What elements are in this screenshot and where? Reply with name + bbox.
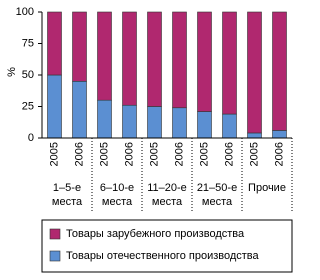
y-tick-label: 75 — [22, 37, 34, 49]
x-tick-label: 2006 — [123, 142, 135, 166]
bar-segment — [97, 11, 112, 101]
x-tick-label: 2005 — [148, 142, 160, 166]
bar-segment — [147, 106, 162, 139]
bar-segment — [72, 81, 87, 139]
bar-segment — [272, 11, 287, 131]
legend — [41, 219, 293, 273]
x-tick-label: 2006 — [223, 142, 235, 166]
legend-label: Товары отечественного производства — [66, 250, 260, 262]
x-tick-label: 2005 — [48, 142, 60, 166]
x-tick-label: 2006 — [73, 142, 85, 166]
legend-swatch — [49, 228, 61, 240]
bar-segment — [47, 11, 62, 76]
group-label: места — [152, 196, 183, 208]
bar-segment — [97, 99, 112, 139]
x-tick-label: 2006 — [273, 142, 285, 166]
y-tick-label: 100 — [16, 6, 34, 18]
group-label: 1–5-е — [53, 182, 81, 194]
y-tick-label: 50 — [22, 69, 34, 81]
x-tick-label: 2006 — [173, 142, 185, 166]
group-label: 6–10-е — [100, 182, 134, 194]
x-tick-label: 2005 — [198, 142, 210, 166]
y-tick-label: 0 — [28, 132, 34, 144]
bar-segment — [272, 130, 287, 139]
bar-segment — [222, 11, 237, 115]
bar-segment — [172, 107, 187, 139]
bar-segment — [197, 111, 212, 139]
legend-label: Товары зарубежного производства — [66, 228, 245, 240]
group-label: места — [102, 196, 133, 208]
bar-segment — [47, 74, 62, 139]
bar-segment — [197, 11, 212, 112]
bar-segment — [172, 11, 187, 109]
chart: % 0 25 50 75 100 2005 2006 2005 2006 2005 2006 2005… — [6, 6, 293, 273]
group-label: 11–20-е — [147, 182, 187, 194]
x-tick-label: 2005 — [98, 142, 110, 166]
group-label: Прочие — [248, 182, 286, 194]
bar-segment — [122, 104, 137, 139]
x-tick-label: 2005 — [248, 142, 260, 166]
bar-segment — [72, 11, 87, 82]
legend-swatch — [49, 250, 61, 262]
group-label: места — [202, 196, 233, 208]
bar-segment — [222, 113, 237, 139]
group-label: 21–50-е — [197, 182, 237, 194]
group-label: места — [52, 196, 83, 208]
bar-segment — [122, 11, 137, 106]
y-tick-label: 25 — [22, 100, 34, 112]
bar-segment — [147, 11, 162, 107]
bar-segment — [247, 132, 262, 139]
bar-segment — [247, 11, 262, 134]
y-axis-label: % — [6, 67, 18, 77]
